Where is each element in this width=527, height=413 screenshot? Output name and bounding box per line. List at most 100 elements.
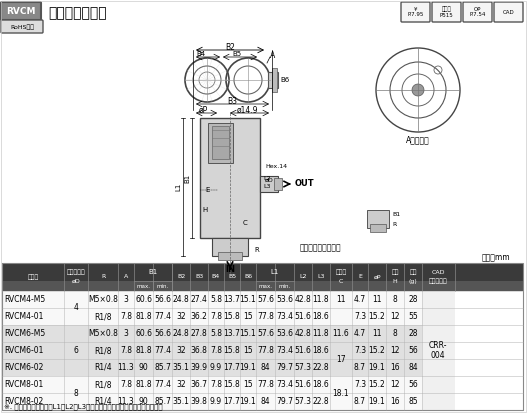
Text: 7.8: 7.8 [210, 380, 222, 389]
FancyBboxPatch shape [494, 2, 523, 22]
Text: 9.9: 9.9 [210, 363, 222, 372]
Text: 85: 85 [408, 397, 418, 406]
Text: C: C [339, 279, 343, 284]
Text: メートルネジタイプ: メートルネジタイプ [299, 244, 341, 252]
Text: 15: 15 [243, 380, 253, 389]
Text: 81.8: 81.8 [135, 312, 152, 321]
Text: 77.8: 77.8 [257, 312, 274, 321]
Text: B5: B5 [232, 51, 241, 57]
Text: L2: L2 [299, 275, 307, 280]
Text: 8.7: 8.7 [354, 363, 366, 372]
Text: CAD: CAD [503, 9, 514, 14]
Text: 18.6: 18.6 [313, 380, 329, 389]
Text: 84: 84 [261, 397, 270, 406]
Text: 11.6: 11.6 [333, 329, 349, 338]
Text: 18.6: 18.6 [313, 346, 329, 355]
Text: 42.8: 42.8 [295, 295, 311, 304]
Text: 形　式: 形 式 [27, 274, 38, 280]
Text: B2: B2 [177, 275, 185, 280]
Text: CRR-
004: CRR- 004 [429, 341, 447, 360]
Text: 35.1: 35.1 [172, 397, 189, 406]
Text: 7.8: 7.8 [120, 380, 132, 389]
Bar [212, 126, 229, 159]
Text: 56: 56 [408, 380, 418, 389]
Text: 73.4: 73.4 [276, 380, 293, 389]
Text: ねじ付: ねじ付 [335, 270, 347, 275]
Text: A: A [124, 275, 128, 280]
Bar [367, 210, 389, 228]
Text: 56: 56 [408, 346, 418, 355]
Text: B1: B1 [149, 269, 158, 275]
Text: 77.4: 77.4 [154, 312, 171, 321]
Text: 7.3: 7.3 [354, 312, 366, 321]
Text: ※. テーパネジタイプのL1、L2、L3寸法は、ねじ締付け後の参考寸法です。: ※. テーパネジタイプのL1、L2、L3寸法は、ねじ締付け後の参考寸法です。 [4, 404, 163, 410]
Text: 81.8: 81.8 [135, 380, 152, 389]
Text: 15: 15 [243, 312, 253, 321]
Text: 79.7: 79.7 [276, 363, 293, 372]
FancyBboxPatch shape [463, 2, 492, 22]
Text: 15: 15 [243, 346, 253, 355]
Text: 57.3: 57.3 [295, 397, 311, 406]
Text: 51.6: 51.6 [295, 380, 311, 389]
Bar [370, 224, 386, 232]
Text: 15.8: 15.8 [223, 346, 240, 355]
Text: 7.8: 7.8 [210, 346, 222, 355]
Text: 56.6: 56.6 [154, 295, 171, 304]
Text: B1: B1 [392, 211, 400, 216]
Text: 27.8: 27.8 [191, 329, 208, 338]
Text: 質量: 質量 [409, 270, 417, 275]
Text: 22.8: 22.8 [313, 363, 329, 372]
Text: レカッ
P515: レカッ P515 [440, 6, 453, 18]
Text: 4.7: 4.7 [354, 295, 366, 304]
Text: 8: 8 [74, 389, 79, 397]
Bar [200, 118, 260, 238]
Text: C: C [242, 220, 247, 226]
Text: 77.8: 77.8 [257, 346, 274, 355]
Bar [2, 263, 523, 281]
Text: 15.8: 15.8 [223, 312, 240, 321]
FancyBboxPatch shape [401, 2, 430, 22]
Text: 11.8: 11.8 [313, 295, 329, 304]
Bar [260, 176, 278, 192]
Bar [274, 178, 282, 190]
Text: OUT: OUT [295, 180, 315, 188]
Text: 8.7: 8.7 [354, 397, 366, 406]
Text: 77.4: 77.4 [154, 380, 171, 389]
Text: 57.6: 57.6 [257, 329, 274, 338]
Text: 15.8: 15.8 [223, 380, 240, 389]
Bar [2, 393, 422, 410]
Text: 19.1: 19.1 [240, 397, 256, 406]
Text: 79.7: 79.7 [276, 397, 293, 406]
Bar [2, 263, 523, 410]
Text: 7.3: 7.3 [354, 380, 366, 389]
Text: RVCM6-02: RVCM6-02 [4, 363, 43, 372]
FancyBboxPatch shape [432, 2, 461, 22]
Text: R: R [392, 221, 396, 226]
Text: 4.7: 4.7 [354, 329, 366, 338]
Text: 51.6: 51.6 [295, 312, 311, 321]
Text: L3: L3 [263, 185, 270, 190]
Bar [208, 123, 233, 163]
Text: max.: max. [259, 283, 272, 289]
Text: 90: 90 [139, 397, 149, 406]
Text: L1: L1 [175, 183, 181, 191]
Text: 4: 4 [74, 304, 79, 313]
Text: øD: øD [265, 178, 274, 183]
Text: 12: 12 [391, 380, 400, 389]
Text: CAD: CAD [432, 270, 445, 275]
Text: B2: B2 [225, 43, 235, 52]
Text: øD: øD [72, 279, 81, 284]
Bar [422, 342, 455, 359]
Text: 77.4: 77.4 [154, 346, 171, 355]
Text: 13.7: 13.7 [223, 329, 240, 338]
Text: 15.1: 15.1 [240, 295, 256, 304]
Bar [422, 359, 455, 376]
Text: 17.7: 17.7 [223, 397, 240, 406]
Text: 81.8: 81.8 [135, 346, 152, 355]
Text: øP: øP [373, 275, 380, 280]
Text: 7.8: 7.8 [120, 346, 132, 355]
Text: M5×0.8: M5×0.8 [88, 329, 118, 338]
Text: B5: B5 [228, 275, 236, 280]
Text: 単位：mm: 単位：mm [481, 254, 510, 263]
Text: max.: max. [136, 283, 151, 289]
